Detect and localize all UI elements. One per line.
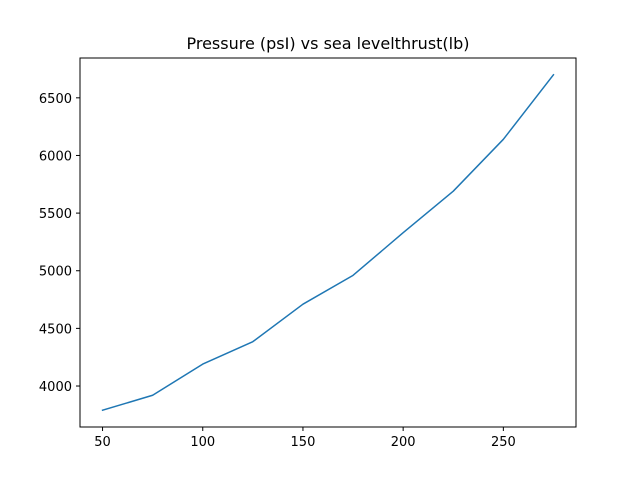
x-tick-label: 250	[491, 435, 516, 450]
y-tick-label: 4500	[39, 322, 72, 337]
series-line	[101, 73, 555, 412]
series-layer	[101, 73, 555, 412]
x-tick-label: 50	[94, 435, 111, 450]
x-tick-label: 150	[291, 435, 316, 450]
x-tick-label: 100	[190, 435, 215, 450]
y-tick-label: 6000	[39, 149, 72, 164]
y-tick-label: 5500	[39, 207, 72, 222]
plot-area-frame	[79, 57, 577, 428]
chart-title: Pressure (psI) vs sea levelthrust(lb)	[186, 34, 469, 53]
y-axis-ticks: 4000 4500 5000 5500 6000 6500	[39, 92, 80, 395]
x-axis-ticks: 50 100 150 200 250	[94, 427, 516, 450]
y-tick-label: 4000	[39, 380, 72, 395]
y-tick-label: 5000	[39, 265, 72, 280]
y-tick-label: 6500	[39, 92, 72, 107]
x-tick-label: 200	[391, 435, 416, 450]
